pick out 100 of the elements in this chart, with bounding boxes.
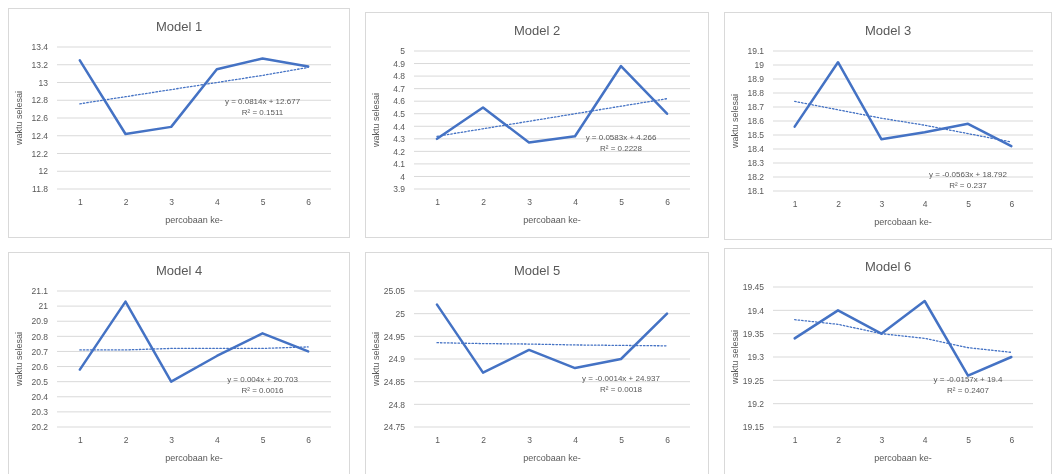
chart-title: Model 6 (864, 259, 912, 274)
y-tick-label: 12 (38, 166, 49, 177)
x-axis-title: percobaan ke- (523, 453, 581, 463)
x-tick-label: 4 (573, 196, 579, 207)
x-tick-label: 4 (214, 196, 220, 207)
y-tick-label: 24.8 (388, 399, 406, 410)
x-tick-label: 6 (306, 434, 312, 445)
y-axis-title: waktu selesai (371, 92, 381, 149)
x-tick-label: 6 (665, 434, 671, 445)
y-tick-label: 25.05 (383, 286, 406, 297)
x-tick-label: 1 (792, 198, 798, 209)
y-tick-label: 19.15 (742, 422, 765, 433)
annotation: R² = 0.0016 (241, 386, 285, 396)
y-tick-label: 4.3 (393, 134, 406, 145)
x-tick-label: 1 (435, 196, 441, 207)
x-tick-label: 4 (922, 434, 928, 445)
chart-title: Model 1 (155, 19, 203, 34)
y-tick-label: 21 (38, 301, 49, 312)
annotation: R² = 0.0018 (599, 384, 643, 394)
y-tick-label: 24.85 (383, 376, 406, 387)
y-tick-label: 18.6 (747, 116, 765, 127)
y-tick-label: 20.4 (31, 392, 49, 402)
chart-title: Model 5 (513, 263, 561, 278)
y-axis-title: waktu selesai (371, 331, 381, 388)
annotation: R² = 0.237 (949, 181, 988, 190)
y-tick-label: 19.45 (742, 282, 765, 293)
y-tick-label: 19.35 (742, 328, 765, 339)
y-tick-label: 24.95 (383, 331, 406, 342)
y-tick-label: 20.3 (31, 407, 49, 418)
annotation: y = 0.0583x + 4.266 (585, 133, 657, 143)
x-tick-label: 2 (123, 434, 129, 445)
x-tick-label: 5 (260, 196, 266, 207)
x-tick-label: 1 (435, 434, 441, 445)
y-tick-label: 18.2 (747, 172, 765, 183)
line-series (78, 300, 310, 383)
x-axis-title: percobaan ke- (874, 453, 932, 463)
y-tick-label: 18.7 (747, 102, 765, 113)
x-tick-label: 5 (966, 434, 972, 445)
y-tick-label: 19.4 (747, 305, 765, 316)
line-series (793, 60, 1013, 148)
y-tick-label: 24.75 (383, 422, 406, 433)
x-tick-label: 2 (481, 434, 487, 445)
line-series (793, 299, 1013, 377)
y-tick-label: 20.8 (31, 331, 49, 342)
annotation: y = 0.0814x + 12.677 (224, 96, 301, 106)
x-tick-label: 3 (169, 196, 175, 207)
x-tick-label: 6 (1009, 434, 1015, 445)
x-tick-label: 2 (836, 434, 842, 445)
x-tick-label: 1 (77, 196, 83, 207)
y-axis-title: waktu selesai (14, 331, 24, 388)
line-series (435, 303, 669, 374)
annotation: R² = 0.2228 (599, 144, 643, 154)
y-tick-label: 25 (395, 308, 406, 319)
x-tick-label: 5 (619, 196, 625, 207)
chart-title: Model 3 (864, 23, 912, 38)
y-tick-label: 5 (400, 46, 406, 57)
chart-title: Model 2 (513, 23, 561, 38)
x-tick-label: 4 (922, 198, 928, 209)
x-tick-label: 3 (169, 434, 175, 445)
y-tick-label: 19 (754, 60, 765, 71)
y-tick-label: 21.1 (31, 286, 49, 297)
y-tick-label: 4.8 (393, 71, 406, 82)
y-tick-label: 18.9 (747, 74, 765, 85)
y-tick-label: 20.2 (31, 422, 49, 433)
x-tick-label: 5 (619, 434, 625, 445)
x-tick-label: 4 (214, 434, 220, 445)
annotation: y = -0.0157x + 19.4 (933, 375, 1004, 385)
y-tick-label: 13 (38, 77, 49, 88)
annotation: y = -0.0014x + 24.937 (582, 373, 661, 383)
y-tick-label: 20.6 (31, 361, 49, 372)
y-tick-label: 19.2 (747, 398, 765, 409)
x-tick-label: 3 (879, 198, 885, 209)
x-tick-label: 2 (481, 196, 487, 207)
y-tick-label: 4.9 (393, 58, 406, 69)
y-tick-label: 18.5 (747, 130, 765, 141)
y-tick-label: 4.4 (393, 121, 406, 132)
y-tick-label: 18.1 (747, 186, 765, 197)
y-tick-label: 4.1 (393, 159, 406, 170)
y-tick-label: 11.8 (32, 184, 49, 195)
x-tick-label: 4 (573, 434, 579, 445)
y-axis-title: waktu selesai (730, 93, 740, 150)
chart-title: Model 4 (155, 263, 203, 278)
annotation: R² = 0.1511 (241, 107, 284, 117)
x-tick-label: 5 (260, 434, 266, 445)
y-tick-label: 24.9 (388, 354, 406, 365)
y-tick-label: 12.8 (31, 95, 49, 106)
y-tick-label: 4.2 (393, 146, 406, 157)
y-tick-label: 3.9 (393, 184, 406, 195)
y-tick-label: 19.25 (742, 375, 765, 386)
x-axis-title: percobaan ke- (165, 453, 223, 463)
x-tick-label: 6 (1009, 198, 1015, 209)
x-tick-label: 1 (77, 434, 83, 445)
x-axis-title: percobaan ke- (874, 217, 932, 227)
y-tick-label: 20.7 (31, 346, 49, 357)
y-axis-title: waktu selesai (14, 90, 24, 147)
x-tick-label: 3 (879, 434, 885, 445)
y-tick-label: 18.3 (747, 158, 765, 169)
x-axis-title: percobaan ke- (165, 215, 223, 225)
y-tick-label: 18.8 (747, 88, 765, 99)
x-tick-label: 6 (306, 196, 312, 207)
